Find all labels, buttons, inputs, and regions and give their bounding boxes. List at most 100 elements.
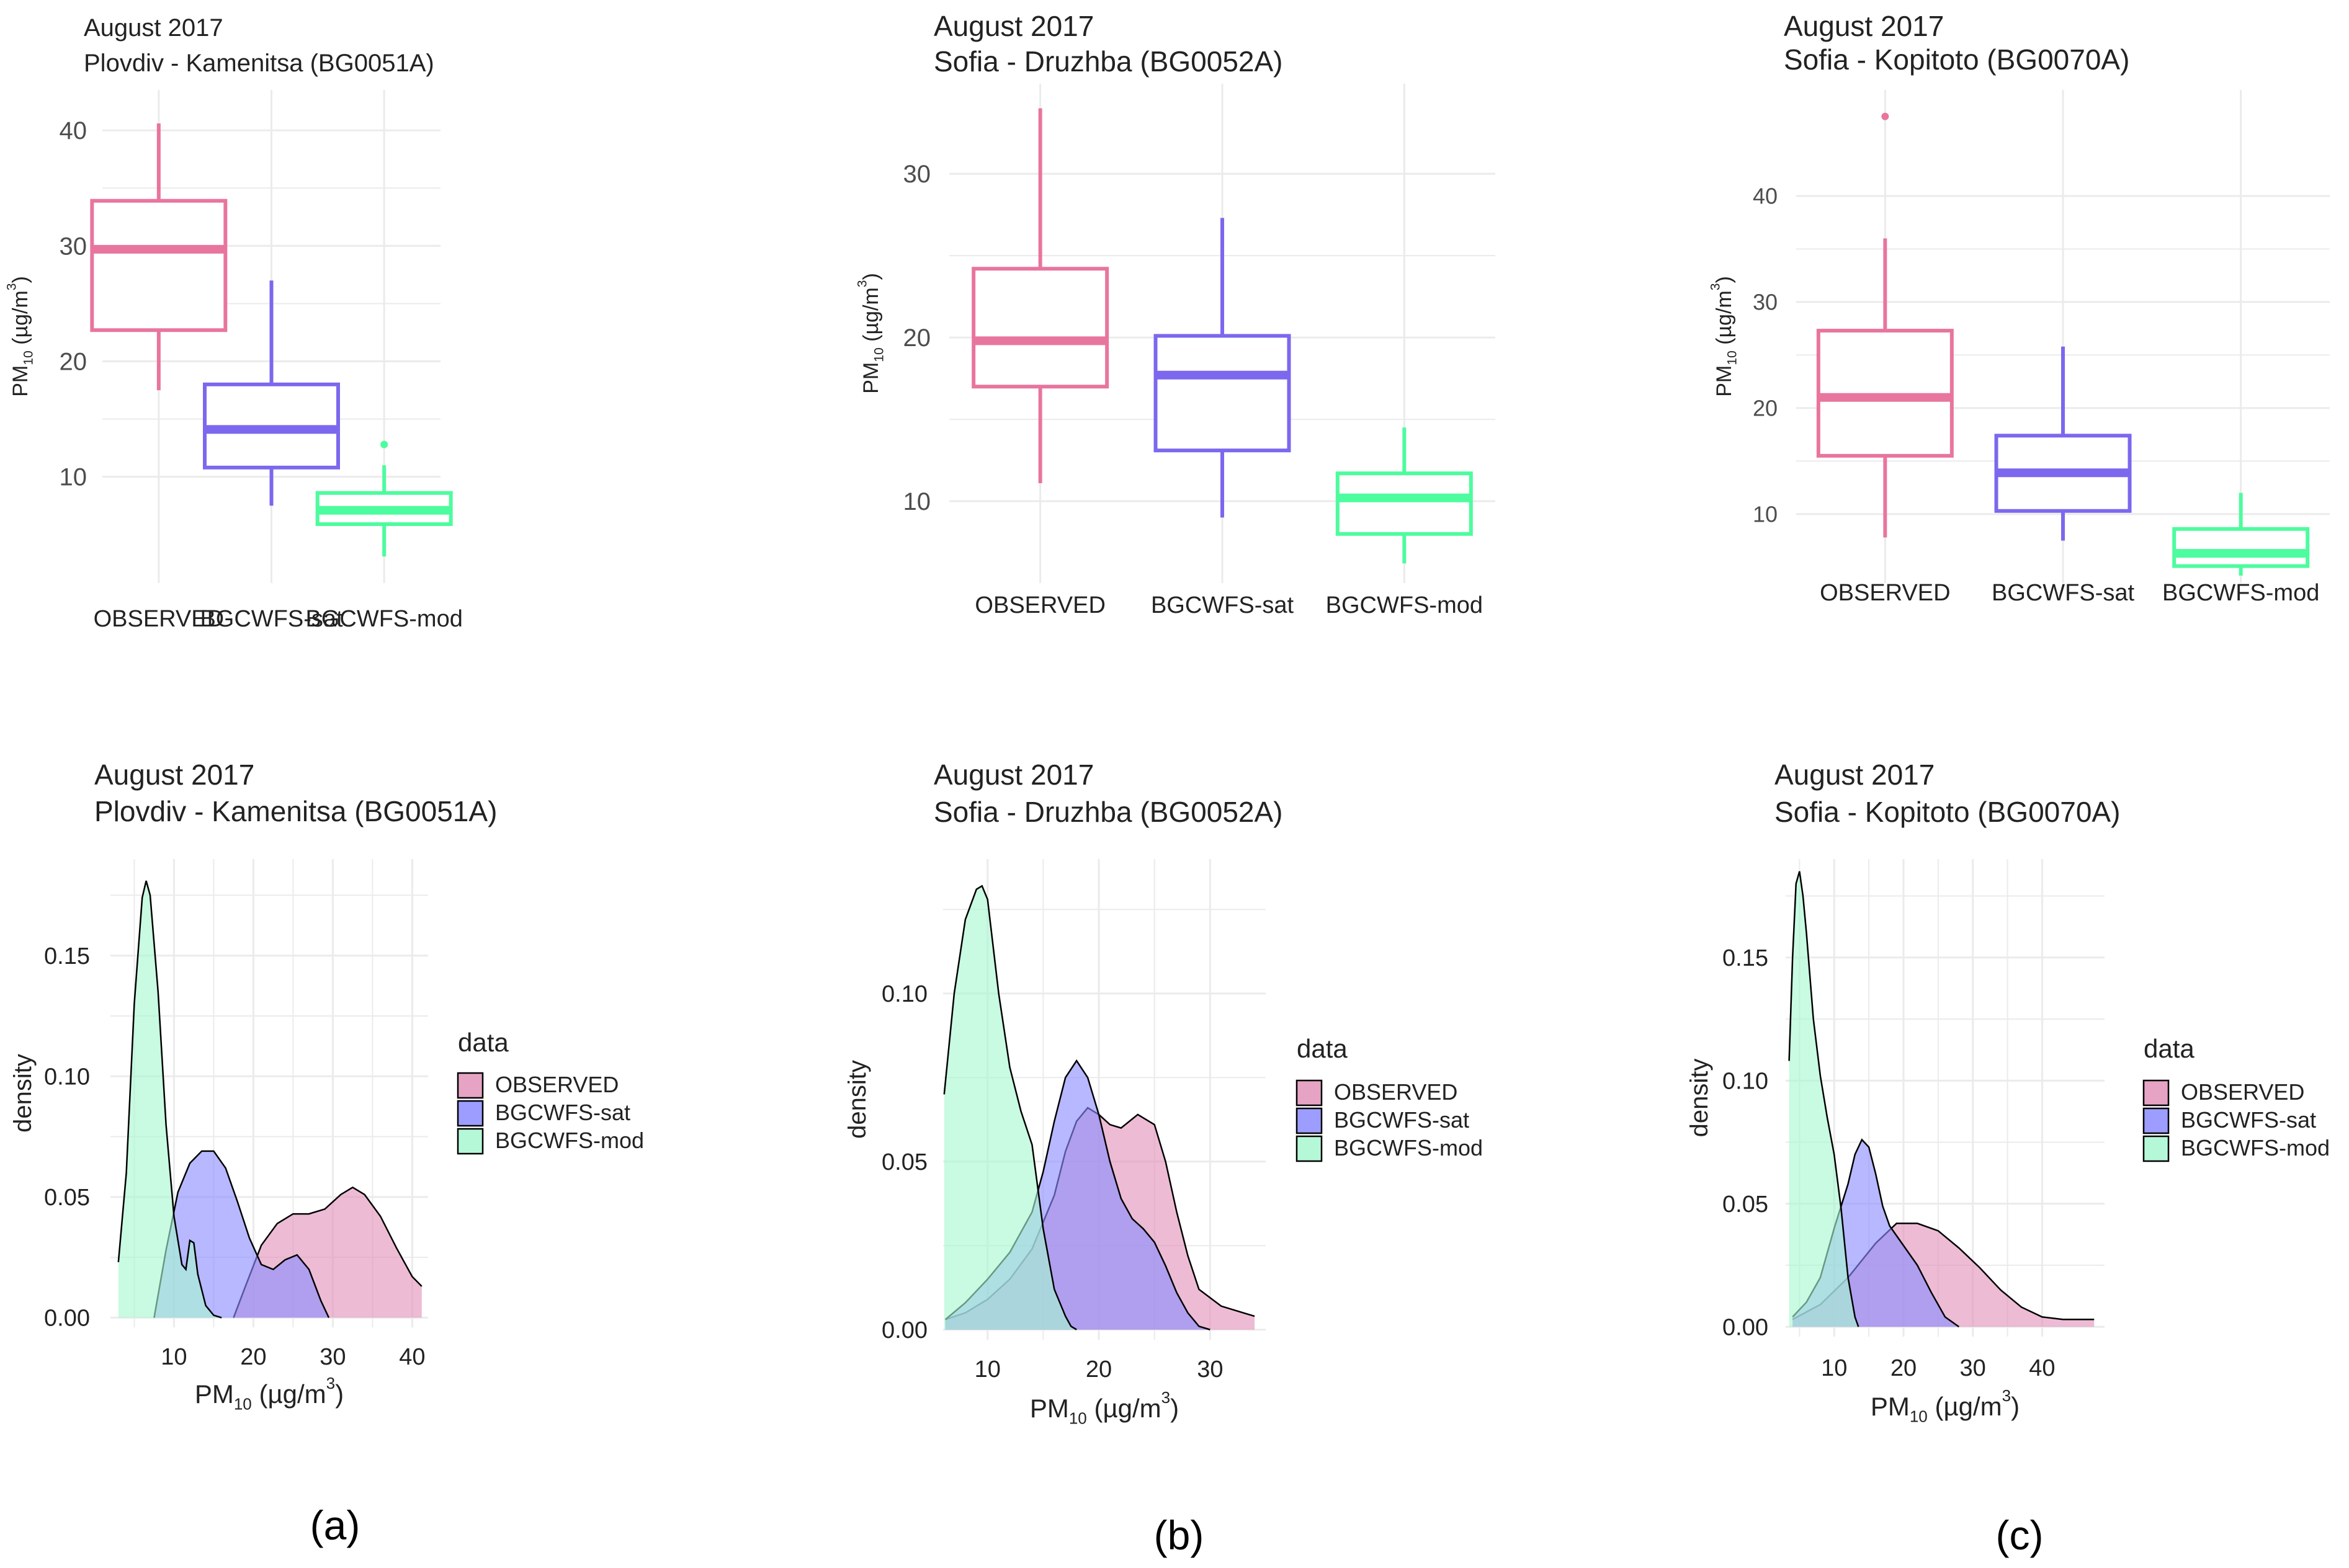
y-tick-label: 0.15 [44,943,90,969]
axis-title-part: ) [1712,276,1736,283]
x-tick-label: 30 [1960,1355,1986,1381]
boxplot-panel-b: 10 20 30 OBSERVED BGCWFS-sat BGCWFS-mod August… [855,10,1495,618]
axis-title-part: PM [859,362,883,394]
x-tick-label: BGCWFS-sat [1151,592,1294,618]
chart-title: August 2017 [934,10,1094,42]
legend-label: BGCWFS-mod [1334,1135,1483,1160]
density-line-mod [943,884,1077,1330]
legend-swatch-mod [457,1128,484,1155]
legend-label: OBSERVED [495,1072,619,1097]
legend-swatch-mod [2142,1135,2170,1162]
box [1335,471,1473,536]
y-tick-label: 30 [1753,290,1778,315]
y-axis-title: PM10 (µg/m3) [855,273,886,394]
y-tick-label: 40 [1753,184,1778,209]
legend-label: BGCWFS-sat [1334,1107,1469,1133]
box [1153,334,1291,453]
legend-swatch-observed [1295,1079,1323,1107]
axis-title-part: (µg/m [1712,290,1736,350]
panel-label-c: (c) [1996,1512,2044,1558]
axis-title-part: 3 [855,280,869,288]
legend-label: OBSERVED [1334,1079,1457,1105]
y-tick-label: 30 [60,233,87,260]
axis-title-part: ) [9,276,32,283]
y-tick-label: 10 [903,488,931,515]
x-tick-label: 40 [399,1344,425,1370]
y-tick-label: 10 [60,464,87,491]
axis-title-part: PM [1712,365,1736,397]
y-tick-label: 0.00 [44,1306,90,1332]
axis-title-part: (µg/m [1087,1394,1161,1423]
density-panel-b: 10 20 30 0.00 0.05 0.10 August 2017 Sofia - Dru… [844,759,1483,1428]
axis-title-part: 3 [4,283,19,291]
axis-title-part: ) [859,273,883,280]
box [972,267,1109,389]
axis-title-part: PM [195,1379,234,1409]
chart-subtitle: Sofia - Kopitoto (BG0070A) [1784,43,2129,76]
legend-title: data [1297,1034,1348,1063]
x-tick-label: BGCWFS-sat [1992,580,2135,606]
y-tick-label: 0.05 [1722,1192,1768,1218]
x-tick-label: BGCWFS-mod [1326,592,1483,618]
x-axis-title: PM10 (µg/m3) [1030,1388,1179,1428]
chart-title: August 2017 [1784,10,1944,42]
chart-subtitle: Plovdiv - Kamenitsa (BG0051A) [94,795,497,827]
y-tick-label: 0.00 [882,1317,928,1343]
y-axis-title: density [9,1054,37,1133]
chart-subtitle: Sofia - Druzhba (BG0052A) [934,796,1283,828]
density-panel-a: 10 20 30 40 0.00 0.05 0.10 0.15 August 2017 Plovd… [9,759,644,1414]
y-axis-title: PM10 (µg/m3) [4,276,35,397]
chart-subtitle: Sofia - Druzhba (BG0052A) [934,45,1283,78]
y-axis-title: density [1686,1059,1713,1138]
x-tick-label: BGCWFS-mod [2162,580,2319,606]
axis-title-part: ) [2011,1392,2020,1421]
y-axis-title: PM10 (µg/m3) [1708,276,1739,397]
x-tick-label: 10 [975,1356,1001,1383]
y-tick-label: 0.15 [1722,945,1768,971]
axis-title-part: ) [335,1379,344,1409]
density-line-mod [1788,871,1859,1327]
legend-swatch-sat [457,1100,484,1127]
outlier-point [380,440,388,448]
axis-title-part: 3 [2002,1386,2011,1405]
axis-title-part: 10 [872,347,887,362]
legend-swatch-mod [1295,1135,1323,1162]
axis-title-part: (µg/m [252,1379,326,1409]
y-tick-label: 20 [903,324,931,352]
legend-swatch-sat [1295,1107,1323,1134]
chart-subtitle: Sofia - Kopitoto (BG0070A) [1774,796,2120,828]
legend-swatch-sat [2142,1107,2170,1134]
axis-title-part: 10 [234,1395,252,1414]
legend-label: OBSERVED [2181,1079,2304,1105]
axis-title-part: 10 [1910,1407,1928,1426]
legend-swatch-observed [457,1072,484,1099]
outlier-point [1881,112,1889,120]
y-tick-label: 0.10 [1722,1069,1768,1095]
y-tick-label: 0.05 [44,1185,90,1211]
y-axis-title: density [844,1060,871,1139]
chart-title: August 2017 [1774,759,1935,791]
axis-title-part: PM [1871,1392,1910,1421]
axis-title-part: (µg/m [1928,1392,2002,1421]
x-tick-label: OBSERVED [94,606,224,632]
axis-title-part: 3 [1161,1388,1170,1407]
y-tick-label: 20 [60,349,87,376]
density-area-mod [118,881,222,1318]
axis-title-part: (µg/m [9,290,32,350]
y-tick-label: 30 [903,161,931,188]
chart-title: August 2017 [94,759,254,791]
axis-title-part: PM [1030,1394,1069,1423]
x-tick-label: 20 [240,1344,266,1370]
chart-title: August 2017 [84,14,223,42]
axis-title-part: 10 [22,350,36,365]
legend-label: BGCWFS-sat [495,1100,630,1125]
chart-subtitle: Plovdiv - Kamenitsa (BG0051A) [84,50,434,77]
axis-title-part: 3 [1708,283,1722,291]
chart-title: August 2017 [934,759,1094,791]
density-panel-c: 10 20 30 40 0.00 0.05 0.10 0.15 August 2017 Sofia… [1686,759,2330,1426]
panel-label-a: (a) [310,1502,360,1548]
x-tick-label: BGCWFS-mod [305,606,462,632]
